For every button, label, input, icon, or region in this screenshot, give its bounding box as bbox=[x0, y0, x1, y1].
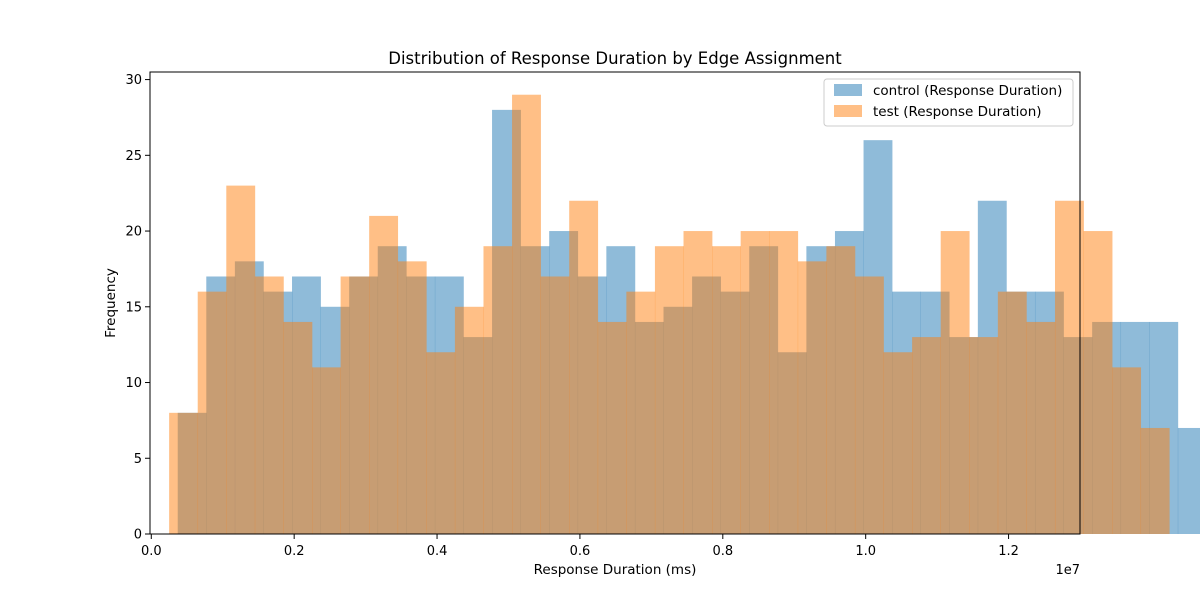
legend-swatch-control bbox=[834, 84, 862, 96]
y-tick-label: 5 bbox=[134, 452, 142, 467]
bar-test-33 bbox=[1112, 367, 1142, 534]
bar-test-8 bbox=[397, 261, 427, 534]
bar-test-22 bbox=[797, 261, 827, 534]
legend-label-control: control (Response Duration) bbox=[873, 83, 1062, 99]
bar-test-25 bbox=[883, 352, 913, 534]
x-tick-label: 0.4 bbox=[427, 544, 448, 559]
bar-test-14 bbox=[569, 200, 599, 535]
y-axis-ticks: 0 5 10 15 20 25 30 bbox=[125, 73, 150, 543]
y-axis-label: Frequency bbox=[103, 268, 119, 338]
bar-test-13 bbox=[540, 276, 570, 534]
bar-test-1 bbox=[197, 291, 227, 534]
y-tick-label: 0 bbox=[134, 528, 142, 543]
bar-test-10 bbox=[454, 306, 484, 534]
legend: control (Response Duration) test (Respon… bbox=[823, 78, 1074, 127]
bar-test-21 bbox=[769, 231, 799, 534]
bar-test-7 bbox=[369, 215, 399, 534]
bar-test-29 bbox=[997, 291, 1027, 534]
y-tick-label: 30 bbox=[125, 73, 142, 88]
x-axis-label: Response Duration (ms) bbox=[534, 562, 697, 578]
bar-test-23 bbox=[826, 246, 856, 534]
bar-test-34 bbox=[1140, 427, 1170, 534]
y-tick-label: 15 bbox=[125, 300, 142, 315]
bar-test-6 bbox=[340, 276, 370, 534]
bar-test-19 bbox=[712, 246, 741, 534]
bar-control-35 bbox=[1177, 427, 1200, 534]
x-tick-label: 0.6 bbox=[570, 544, 591, 559]
bars-group bbox=[169, 94, 1200, 535]
bar-test-11 bbox=[483, 246, 513, 534]
bar-test-20 bbox=[740, 231, 770, 534]
bar-test-27 bbox=[940, 231, 970, 534]
x-tick-label: 0.2 bbox=[284, 544, 305, 559]
y-tick-label: 20 bbox=[125, 225, 142, 240]
bar-test-5 bbox=[312, 367, 341, 534]
bar-test-9 bbox=[426, 352, 456, 534]
x-axis-ticks: 0.0 0.2 0.4 0.6 0.8 1.0 1.2 bbox=[141, 534, 1019, 559]
bar-test-4 bbox=[283, 321, 313, 534]
bar-test-24 bbox=[854, 276, 884, 534]
bar-test-30 bbox=[1026, 321, 1056, 534]
bar-test-3 bbox=[254, 276, 284, 534]
bar-test-12 bbox=[512, 94, 541, 534]
chart-title: Distribution of Response Duration by Edg… bbox=[388, 49, 842, 68]
plot-frame bbox=[149, 71, 1081, 535]
x-tick-label: 0.8 bbox=[712, 544, 733, 559]
bar-test-28 bbox=[969, 337, 999, 534]
y-tick-label: 25 bbox=[125, 149, 142, 164]
bar-test-17 bbox=[654, 246, 684, 534]
legend-swatch-test bbox=[834, 105, 862, 117]
x-tick-label: 1.2 bbox=[998, 544, 1019, 559]
bar-test-15 bbox=[597, 321, 627, 534]
bar-test-16 bbox=[626, 291, 656, 534]
bar-test-31 bbox=[1054, 200, 1084, 535]
bar-test-32 bbox=[1083, 231, 1113, 534]
y-tick-label: 10 bbox=[125, 376, 142, 391]
x-tick-label: 1.0 bbox=[855, 544, 876, 559]
x-tick-label: 0.0 bbox=[141, 544, 162, 559]
bar-test-0 bbox=[169, 412, 199, 534]
legend-label-test: test (Response Duration) bbox=[873, 104, 1042, 120]
legend-frame bbox=[823, 78, 1074, 127]
bar-test-2 bbox=[226, 185, 256, 534]
bar-test-18 bbox=[683, 231, 713, 534]
x-axis-offset-label: 1e7 bbox=[1055, 563, 1080, 578]
bar-test-26 bbox=[912, 337, 941, 534]
